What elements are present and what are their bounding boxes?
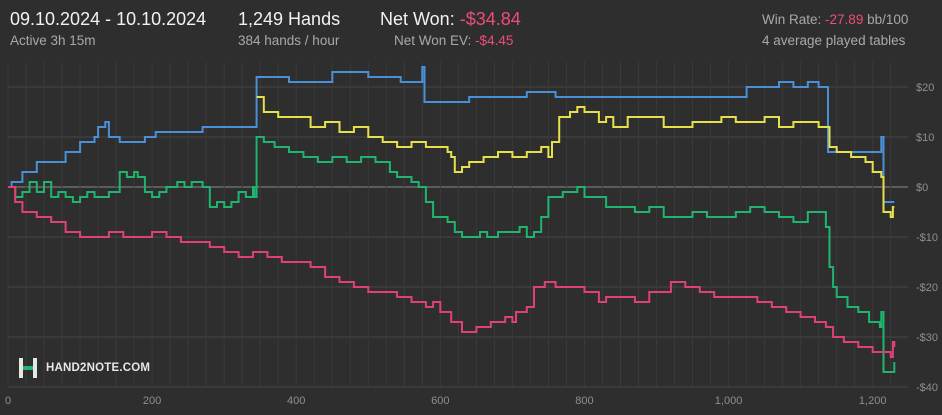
series-line-4 xyxy=(8,186,896,358)
x-axis-ticks: 0 200 400 600 800 1,000 1,200 xyxy=(5,395,887,407)
y-tick-label: $0 xyxy=(916,182,928,194)
y-tick-label: -$40 xyxy=(916,382,938,394)
average-tables: 4 average played tables xyxy=(762,33,906,48)
x-tick-label: 1,200 xyxy=(859,395,887,407)
hands-count: 1,249 Hands xyxy=(238,9,341,29)
active-duration: Active 3h 15m xyxy=(10,33,96,48)
y-tick-label: $20 xyxy=(916,82,934,94)
x-tick-label: 200 xyxy=(143,395,161,407)
series-line-1 xyxy=(8,66,895,203)
x-tick-label: 400 xyxy=(287,395,305,407)
net-won: Net Won: -$34.84 xyxy=(380,9,521,30)
y-tick-label: -$10 xyxy=(916,232,938,244)
series-line-3 xyxy=(8,136,896,373)
summary-header: 09.10.2024 - 10.10.2024 Active 3h 15m 1,… xyxy=(0,0,942,58)
hands-per-hour: 384 hands / hour xyxy=(238,33,340,48)
chart-series xyxy=(8,66,896,373)
date-range: 09.10.2024 - 10.10.2024 xyxy=(10,9,207,29)
win-rate-unit: bb/100 xyxy=(867,12,909,27)
net-won-ev-label: Net Won EV: xyxy=(394,33,472,48)
x-tick-label: 1,000 xyxy=(715,395,743,407)
profit-chart: $20 $10 $0 -$10 -$20 -$30 -$40 0 200 400 600 800 1,… xyxy=(5,62,938,407)
net-won-label: Net Won: xyxy=(380,9,455,29)
y-tick-label: -$30 xyxy=(916,332,938,344)
logo-icon xyxy=(19,358,37,378)
x-tick-label: 800 xyxy=(575,395,593,407)
net-won-value: -$34.84 xyxy=(459,9,521,29)
hand2note-logo: HAND2NOTE.COM xyxy=(18,357,150,379)
y-tick-label: $10 xyxy=(916,132,934,144)
win-rate-value: -27.89 xyxy=(825,12,864,27)
logo-text: HAND2NOTE.COM xyxy=(46,362,151,374)
y-axis-ticks: $20 $10 $0 -$10 -$20 -$30 -$40 xyxy=(916,82,938,394)
x-tick-label: 0 xyxy=(5,395,11,407)
x-tick-label: 600 xyxy=(431,395,449,407)
win-rate-label: Win Rate: xyxy=(762,12,822,27)
net-won-ev: Net Won EV: -$4.45 xyxy=(394,33,513,48)
series-line-2 xyxy=(256,96,895,218)
chart-grid xyxy=(7,62,908,388)
y-tick-label: -$20 xyxy=(916,282,938,294)
net-won-ev-value: -$4.45 xyxy=(475,33,514,48)
win-rate: Win Rate: -27.89 bb/100 xyxy=(762,12,908,27)
